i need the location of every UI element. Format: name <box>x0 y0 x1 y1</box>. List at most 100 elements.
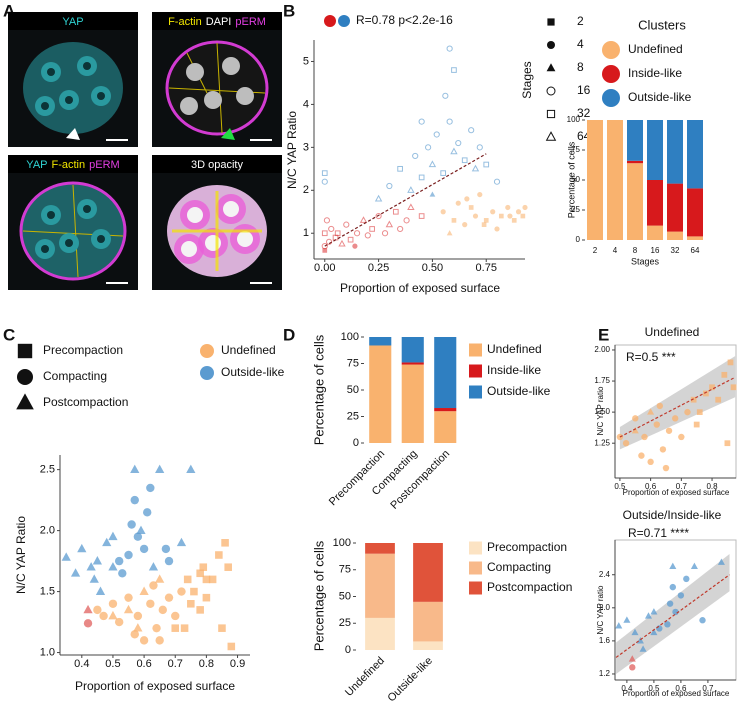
x-tick-label: Undefined <box>343 655 387 699</box>
bar-segment <box>434 337 457 409</box>
point <box>196 569 204 578</box>
y-tick-label: 100 <box>567 115 581 124</box>
bar-segment <box>667 231 683 240</box>
x-tick-label: 0.6 <box>675 684 687 693</box>
point <box>108 531 118 541</box>
x-tick-label: 0.25 <box>368 262 389 274</box>
legend-marker <box>469 581 482 595</box>
point <box>323 217 331 224</box>
legend-shape <box>17 343 33 359</box>
y-tick-label: 1.25 <box>594 438 610 447</box>
point <box>628 655 636 662</box>
point <box>407 186 415 193</box>
label-part: pERM <box>235 16 266 28</box>
point <box>99 611 108 621</box>
point <box>699 617 706 624</box>
y-tick-label: 1.5 <box>40 585 55 597</box>
x-tick-label: 4 <box>613 246 618 255</box>
x-tick-label: 2 <box>593 246 598 255</box>
y-tick-label: 0 <box>345 644 351 656</box>
bar-segment <box>434 408 457 412</box>
bar-segment <box>647 180 663 226</box>
nucleolus <box>83 205 91 213</box>
legend-label: 8 <box>577 60 584 74</box>
point <box>148 562 159 571</box>
point <box>70 568 81 577</box>
nucleolus <box>97 92 105 100</box>
point <box>671 415 679 422</box>
bar-segment <box>413 641 443 650</box>
legend-title: Clusters <box>638 17 686 32</box>
legend-label: Undefined <box>221 343 276 357</box>
y-tick-label: 75 <box>339 564 351 576</box>
point <box>397 165 403 172</box>
point <box>522 204 528 211</box>
point <box>61 552 71 561</box>
point <box>440 209 446 215</box>
point <box>665 427 673 434</box>
point <box>669 562 677 570</box>
point <box>615 622 623 629</box>
point <box>483 161 490 168</box>
point <box>149 581 158 590</box>
point <box>93 605 102 615</box>
chart-title: Undefined <box>645 325 700 339</box>
point <box>696 409 703 416</box>
point <box>418 118 425 125</box>
y-tick-label: 1.75 <box>594 376 610 385</box>
point <box>124 550 133 560</box>
point <box>455 139 462 147</box>
nucleus <box>237 231 253 247</box>
point <box>730 384 737 391</box>
y-axis-label: Percentage of cells <box>566 141 576 218</box>
x-tick-label: 64 <box>691 246 700 255</box>
embryo <box>23 42 123 134</box>
point <box>114 617 124 627</box>
point <box>715 396 722 403</box>
legend-shape <box>545 131 557 141</box>
point <box>664 621 671 628</box>
point <box>690 562 698 570</box>
point <box>130 464 140 473</box>
nucleus <box>223 201 239 217</box>
bar-segment <box>667 120 683 184</box>
embryo <box>19 181 127 281</box>
point <box>347 236 354 243</box>
point <box>155 464 165 473</box>
y-tick-label: 2.4 <box>599 570 611 579</box>
bar-segment <box>687 188 703 237</box>
point <box>183 575 192 584</box>
point <box>407 203 415 211</box>
arrowhead <box>66 128 80 140</box>
point <box>215 551 223 559</box>
point <box>683 575 690 583</box>
legend-marker <box>200 366 214 380</box>
y-tick-label: 100 <box>333 537 351 549</box>
nucleolus <box>41 245 49 253</box>
point <box>669 583 676 591</box>
x-tick-label: Postcompaction <box>388 448 452 512</box>
y-tick-label: 25 <box>571 205 580 214</box>
legend-marker <box>324 15 336 27</box>
label-bar <box>152 155 282 173</box>
x-tick-label: 0.8 <box>706 482 718 491</box>
point <box>196 606 204 614</box>
point <box>321 230 328 237</box>
bar-segment <box>365 617 395 650</box>
point <box>641 433 648 441</box>
y-tick-label: 2.0 <box>40 525 55 537</box>
point <box>321 170 328 176</box>
nucleus <box>222 57 240 75</box>
point <box>338 239 346 247</box>
point <box>462 222 468 228</box>
point <box>451 67 457 73</box>
point <box>375 212 382 220</box>
label-part: pERM <box>89 159 120 171</box>
legend-shape <box>16 393 34 410</box>
x-tick-label: 0.6 <box>136 658 151 670</box>
point <box>717 558 725 565</box>
y-axis-label: Percentage of cells <box>311 540 326 651</box>
arrowhead <box>221 128 235 140</box>
point <box>95 586 106 595</box>
point <box>709 384 715 391</box>
